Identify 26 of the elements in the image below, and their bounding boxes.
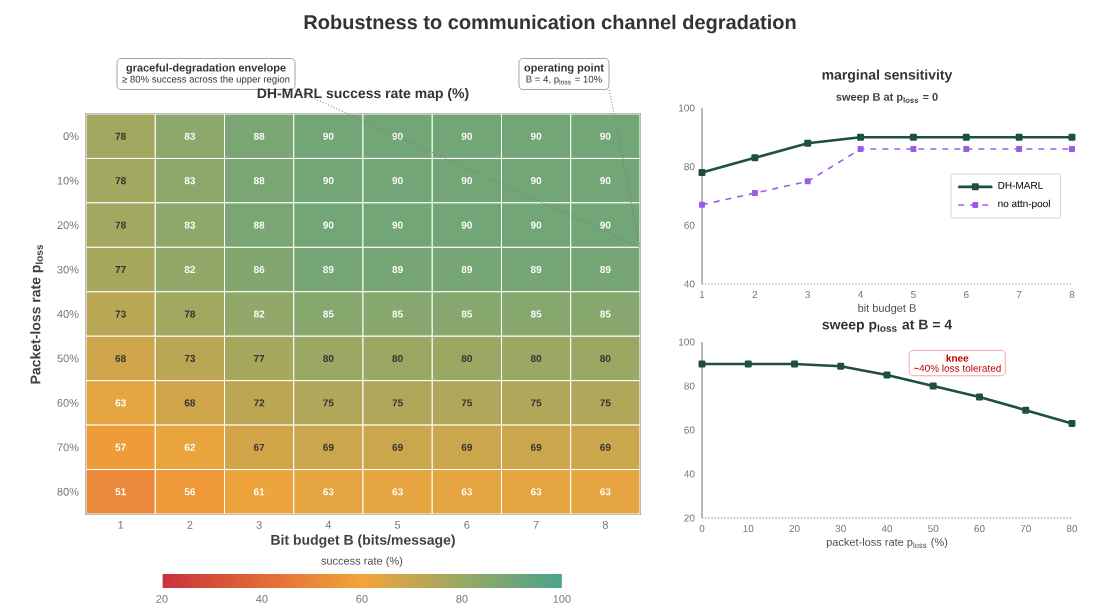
- point: [857, 146, 864, 153]
- point: [804, 178, 811, 185]
- point: [1068, 146, 1075, 153]
- point: [1068, 419, 1076, 427]
- chart-title: Robustness to communication channel degradation: [304, 14, 796, 34]
- point: [909, 133, 917, 141]
- point: [751, 154, 759, 162]
- point: [962, 133, 970, 141]
- point: [790, 360, 798, 368]
- point: [804, 139, 812, 147]
- point: [837, 362, 845, 370]
- point: [910, 146, 917, 153]
- point: [857, 133, 865, 141]
- point: [744, 360, 752, 368]
- point: [1015, 133, 1023, 141]
- point: [751, 190, 758, 197]
- point: [699, 201, 705, 208]
- point: [1016, 146, 1023, 153]
- point: [1068, 133, 1076, 141]
- point: [883, 371, 891, 379]
- point: [929, 382, 937, 390]
- point: [975, 393, 983, 401]
- point: [698, 169, 706, 177]
- point: [1022, 406, 1030, 414]
- point: [963, 146, 970, 153]
- point: [698, 360, 706, 368]
